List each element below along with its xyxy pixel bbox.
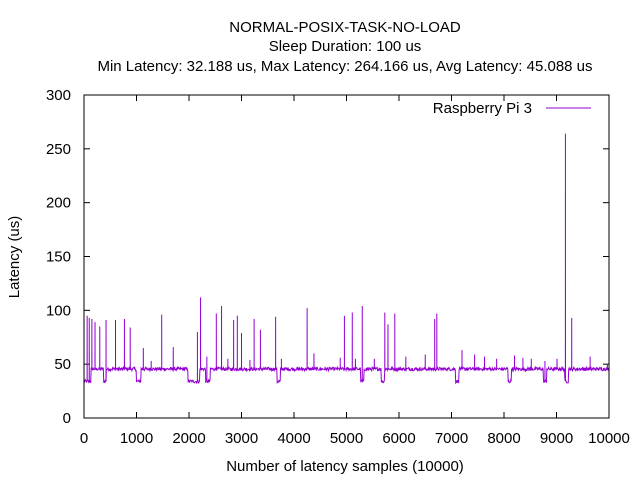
tick-labels: 0 1000 2000 3000 4000 5000 6000 7000 8000 9000 100…: [46, 87, 630, 447]
chart-subtitle-line: Sleep Duration: 100 us: [269, 38, 422, 55]
x-tick-label: 0: [80, 430, 88, 447]
plot-series-group: [83, 133, 610, 385]
legend: Raspberry Pi 3: [433, 100, 591, 117]
legend-label: Raspberry Pi 3: [433, 100, 532, 117]
x-tick-label: 3000: [225, 430, 258, 447]
x-tick-label: 2000: [172, 430, 205, 447]
x-tick-label: 6000: [382, 430, 415, 447]
y-axis-label: Latency (us): [6, 216, 23, 299]
y-tick-label: 200: [46, 195, 71, 212]
y-tick-label: 250: [46, 141, 71, 158]
y-tick-label: 150: [46, 249, 71, 266]
x-tick-label: 10000: [588, 430, 630, 447]
chart-stats-line: Min Latency: 32.188 us, Max Latency: 264…: [97, 58, 592, 75]
y-tick-label: 0: [63, 410, 71, 427]
x-tick-label: 5000: [330, 430, 363, 447]
chart-title-line: NORMAL-POSIX-TASK-NO-LOAD: [229, 19, 461, 36]
y-tick-label: 100: [46, 302, 71, 319]
plot-frame: [83, 94, 610, 419]
x-tick-label: 8000: [487, 430, 520, 447]
x-axis-label: Number of latency samples (10000): [226, 458, 464, 475]
x-tick-label: 1000: [120, 430, 153, 447]
chart-title: NORMAL-POSIX-TASK-NO-LOAD Sleep Duration…: [97, 19, 592, 75]
x-tick-label: 9000: [540, 430, 573, 447]
y-tick-label: 300: [46, 87, 71, 104]
series-line: [83, 133, 610, 385]
x-tick-label: 4000: [277, 430, 310, 447]
x-tick-label: 7000: [435, 430, 468, 447]
y-tick-label: 50: [54, 356, 71, 373]
